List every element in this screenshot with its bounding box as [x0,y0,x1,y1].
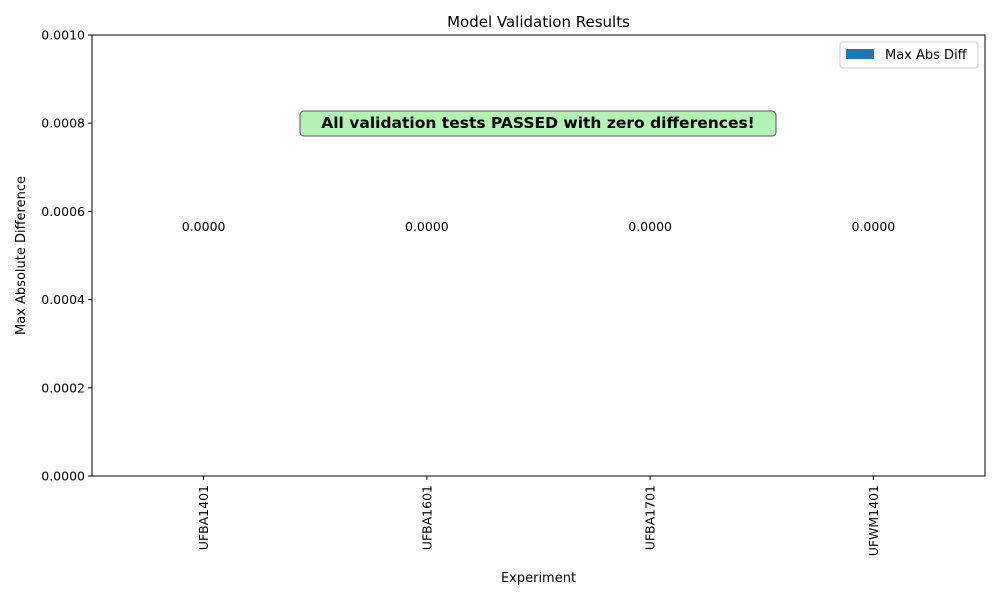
bar-value-label: 0.0000 [182,219,226,234]
x-axis-label: Experiment [501,571,576,586]
y-tick-label: 0.0006 [41,204,85,219]
y-axis-label: Max Absolute Difference [14,176,29,335]
bar-value-label: 0.0000 [628,219,672,234]
plot-area: 0.0000 0.0000 0.0000 0.0000 [91,34,986,477]
legend-entry: Max Abs Diff [885,48,968,63]
x-tick-label: UFBA1401 [196,485,211,550]
bar-value-label: 0.0000 [852,219,896,234]
bar-value-label: 0.0000 [405,219,449,234]
x-tick-label: UFBA1701 [643,485,658,550]
x-tick-label: UFWM1401 [866,485,881,556]
chart-title: Model Validation Results [447,13,630,31]
annotation-box [299,110,777,137]
annotation-banner: All validation tests PASSED with zero di… [299,110,777,137]
plot-frame [91,34,986,477]
x-tick-label: UFBA1601 [419,485,434,550]
y-tick-label: 0.0004 [41,292,85,307]
legend: Max Abs Diff [839,41,979,69]
y-tick-label: 0.0000 [41,469,85,484]
annotation-text: All validation tests PASSED with zero di… [321,114,755,132]
x-axis: UFBA1401 UFBA1601 UFBA1701 UFWM1401 [196,476,881,556]
legend-swatch [846,49,874,59]
y-axis: 0.0000 0.0002 0.0004 0.0006 0.0008 0.0010 [41,28,92,484]
y-tick-label: 0.0008 [41,116,85,131]
plot-background [92,35,985,476]
y-tick-label: 0.0010 [41,28,85,43]
data-label-group: 0.0000 0.0000 0.0000 0.0000 [182,219,896,234]
legend-frame [839,41,979,69]
y-tick-label: 0.0002 [41,380,85,395]
